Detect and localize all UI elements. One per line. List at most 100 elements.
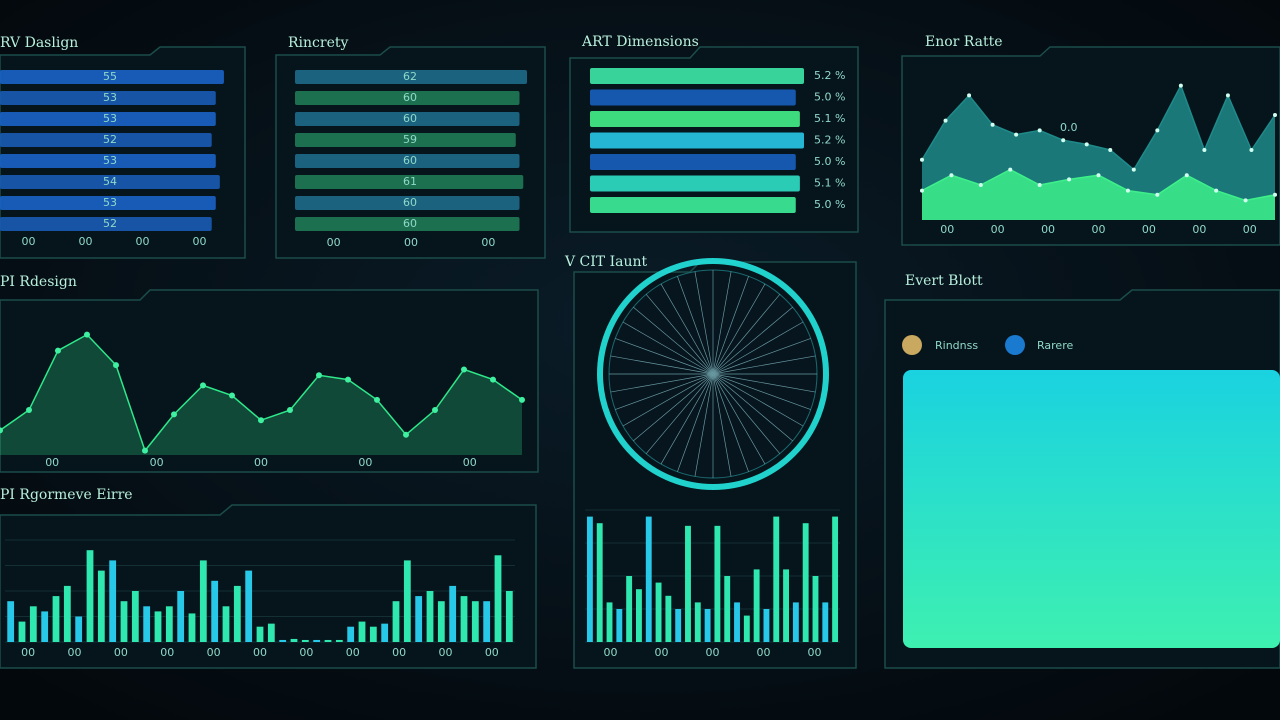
point xyxy=(978,183,983,187)
point xyxy=(1037,128,1042,133)
x-tick-label: 00 xyxy=(438,646,452,659)
x-tick-label: 00 xyxy=(114,646,128,659)
bar xyxy=(199,560,207,642)
bar xyxy=(109,560,117,642)
bar xyxy=(154,611,162,642)
bar xyxy=(403,560,411,642)
legend-label: Rindnss xyxy=(935,339,978,352)
point xyxy=(26,407,32,414)
x-tick-label: 00 xyxy=(1142,223,1156,236)
spoke xyxy=(694,271,714,375)
bar xyxy=(590,111,800,127)
x-tick-label: 00 xyxy=(1192,223,1206,236)
point xyxy=(920,157,924,162)
point xyxy=(200,382,206,389)
bar xyxy=(415,596,423,642)
bar xyxy=(295,154,520,168)
bar xyxy=(324,639,332,642)
bar xyxy=(165,606,173,642)
bar xyxy=(616,609,623,642)
value-label: 59 xyxy=(403,133,417,146)
bar xyxy=(783,569,789,642)
spoke xyxy=(712,373,804,427)
bar xyxy=(590,68,804,84)
bar xyxy=(763,609,770,642)
panel-title: PI Rgormeve Eirre xyxy=(0,487,133,503)
bar xyxy=(313,639,321,642)
point xyxy=(1084,142,1089,147)
bar xyxy=(655,582,662,642)
bar xyxy=(483,601,491,642)
point xyxy=(1131,167,1136,172)
panel-title: Evert Blott xyxy=(905,273,983,289)
value-label: 5.1 % xyxy=(814,112,845,125)
bar xyxy=(256,626,264,642)
bar xyxy=(832,516,839,642)
bar xyxy=(460,596,468,642)
bar xyxy=(369,626,377,642)
spoke xyxy=(712,373,749,472)
x-tick-label: 00 xyxy=(1092,223,1106,236)
point xyxy=(432,407,438,414)
x-tick-label: 00 xyxy=(463,456,477,469)
legend-label: Rarere xyxy=(1037,339,1073,352)
spoke xyxy=(712,321,804,375)
bar xyxy=(290,638,298,642)
point xyxy=(1037,183,1042,187)
bar xyxy=(426,591,434,642)
panel-title: Enor Ratte xyxy=(925,34,1003,50)
point xyxy=(1184,173,1189,178)
x-tick-label: 00 xyxy=(706,646,720,659)
value-label: 5.0 % xyxy=(814,155,845,168)
bar xyxy=(0,70,224,84)
bar xyxy=(802,523,809,642)
bar xyxy=(743,615,750,642)
spoke xyxy=(712,373,793,442)
x-tick-label: 00 xyxy=(481,236,495,249)
value-label: 54 xyxy=(103,175,117,188)
value-label: 53 xyxy=(103,154,117,167)
point xyxy=(949,173,954,178)
spoke xyxy=(712,373,766,465)
point xyxy=(374,396,380,403)
bar xyxy=(636,589,642,642)
spoke xyxy=(712,373,816,393)
point xyxy=(84,331,90,338)
bar xyxy=(590,89,796,106)
bar xyxy=(675,609,682,642)
bar xyxy=(596,523,603,642)
x-tick-label: 00 xyxy=(404,236,418,249)
bar xyxy=(245,570,253,642)
bar xyxy=(295,175,524,189)
value-label: 62 xyxy=(403,70,417,83)
x-tick-label: 00 xyxy=(327,236,341,249)
x-tick-label: 00 xyxy=(193,235,207,248)
bar xyxy=(86,550,94,642)
bar xyxy=(211,580,219,642)
value-label: 61 xyxy=(403,175,417,188)
point xyxy=(1249,148,1254,152)
bar xyxy=(279,639,287,642)
bar xyxy=(75,616,83,642)
panel-title: ART Dimensions xyxy=(581,34,699,50)
bar xyxy=(704,609,711,642)
point xyxy=(490,376,496,383)
bar xyxy=(0,154,216,168)
bar xyxy=(7,601,15,642)
bar xyxy=(734,602,740,642)
spoke xyxy=(712,338,811,375)
x-tick-label: 00 xyxy=(22,235,36,248)
bar xyxy=(505,591,513,642)
x-tick-label: 00 xyxy=(45,456,59,469)
point xyxy=(229,392,235,399)
point xyxy=(55,347,61,354)
point xyxy=(1178,83,1183,88)
x-tick-label: 00 xyxy=(1243,223,1257,236)
spoke xyxy=(615,338,714,375)
x-tick-label: 00 xyxy=(207,646,221,659)
bar xyxy=(437,601,445,642)
point xyxy=(943,118,948,123)
panel-title: PI Rdesign xyxy=(0,274,77,290)
panel-title: Rincrety xyxy=(288,35,348,51)
point xyxy=(258,417,264,424)
